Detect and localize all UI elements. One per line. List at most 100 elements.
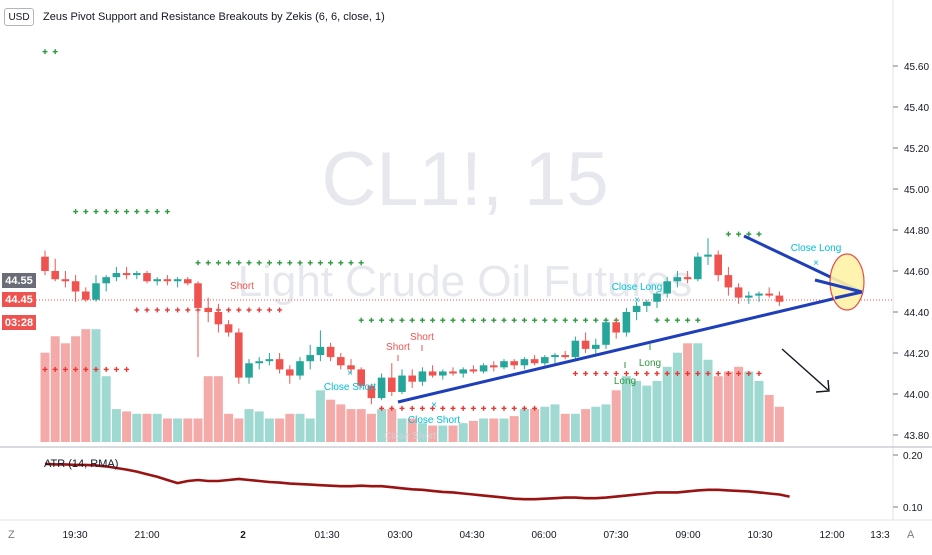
price-tick-label: 45.60 bbox=[904, 62, 929, 73]
candle-body bbox=[377, 377, 386, 399]
volume-bar bbox=[723, 371, 733, 442]
volume-bar bbox=[764, 395, 774, 442]
candle-body bbox=[510, 361, 518, 366]
volume-bar bbox=[509, 416, 519, 442]
volume-bar bbox=[611, 390, 621, 442]
candle-body bbox=[439, 371, 447, 376]
candle-body bbox=[612, 322, 620, 333]
volume-bar bbox=[60, 343, 70, 442]
price-tag-prev: 44.45 bbox=[2, 292, 36, 307]
candle-body bbox=[51, 271, 59, 280]
volume-bar bbox=[142, 413, 152, 442]
candle-body bbox=[734, 287, 743, 298]
volume-bar bbox=[234, 418, 244, 442]
volume-bar bbox=[693, 343, 703, 442]
signal-close-long-2-x: × bbox=[813, 258, 819, 269]
candle-body bbox=[173, 279, 182, 282]
signal-close-short-2: Close Short bbox=[408, 415, 460, 426]
candle-body bbox=[388, 377, 396, 392]
price-tick-label: 45.00 bbox=[904, 185, 929, 196]
volume-bar bbox=[162, 418, 172, 442]
volume-bar bbox=[132, 413, 142, 442]
volume-bar bbox=[499, 418, 509, 442]
indicator-title[interactable]: Zeus Pivot Support and Resistance Breako… bbox=[43, 11, 385, 23]
candle-body bbox=[224, 324, 233, 333]
volume-bar bbox=[101, 376, 111, 442]
candle-body bbox=[61, 279, 70, 282]
apex-line bbox=[834, 290, 863, 300]
price-tick-label: 45.40 bbox=[904, 103, 929, 114]
candle-body bbox=[449, 371, 457, 374]
candle-body bbox=[704, 254, 712, 257]
candle-body bbox=[204, 307, 212, 312]
volume-bar bbox=[366, 413, 376, 442]
atr-title[interactable]: ATR (14, RMA) bbox=[44, 458, 119, 470]
candle-body bbox=[326, 346, 335, 358]
currency-button[interactable]: USD bbox=[4, 8, 34, 26]
volume-bar bbox=[40, 352, 50, 442]
volume-bar bbox=[570, 413, 580, 442]
candle-body bbox=[775, 295, 784, 302]
candle-body bbox=[296, 361, 304, 376]
time-axis[interactable]: 19:30 21:00 2 01:30 03:00 04:30 06:00 07:30 09:0… bbox=[62, 530, 890, 541]
candle-body bbox=[41, 256, 49, 271]
volume-bar bbox=[183, 418, 193, 442]
volume-bar bbox=[264, 418, 274, 442]
auto-scale-button[interactable]: A bbox=[907, 529, 915, 541]
volume-bar bbox=[111, 409, 121, 442]
candle-body bbox=[286, 369, 294, 376]
volume-bar bbox=[407, 418, 417, 442]
signal-long-2: Long bbox=[639, 358, 661, 369]
price-tick-label: 44.60 bbox=[904, 267, 929, 278]
candle-body bbox=[632, 305, 641, 312]
atr-tick-2: 0.10 bbox=[903, 503, 923, 514]
candle-body bbox=[214, 312, 223, 325]
volume-bar bbox=[50, 336, 60, 442]
candle-body bbox=[265, 359, 274, 362]
volume-bars bbox=[40, 329, 784, 442]
volume-bar bbox=[774, 406, 784, 442]
volume-bar bbox=[754, 380, 764, 442]
volume-bar bbox=[479, 418, 489, 442]
time-tick-label: 07:30 bbox=[603, 530, 628, 541]
apex-highlight[interactable] bbox=[829, 253, 865, 311]
candle-body bbox=[673, 277, 682, 282]
candle-body bbox=[163, 279, 172, 282]
trendline-support[interactable] bbox=[397, 290, 863, 404]
volume-bar bbox=[275, 418, 285, 442]
candle-body bbox=[500, 361, 508, 368]
atr-axis[interactable]: 0.20 0.10 bbox=[893, 451, 923, 514]
candle-body bbox=[541, 357, 549, 364]
volume-bar bbox=[203, 376, 213, 442]
candle-body bbox=[653, 293, 661, 302]
candle-body bbox=[520, 359, 529, 366]
signal-close-short-1-x: × bbox=[347, 368, 353, 379]
candle-body bbox=[663, 281, 671, 294]
candle-body bbox=[765, 293, 773, 296]
apex-line2 bbox=[814, 278, 863, 294]
candle-body bbox=[275, 359, 284, 370]
signal-short-3: Short bbox=[410, 332, 434, 343]
candle-body bbox=[755, 293, 763, 296]
candle-body bbox=[622, 312, 631, 333]
bar-countdown: 03:28 bbox=[2, 315, 36, 330]
volume-bar bbox=[346, 409, 356, 442]
candle-body bbox=[571, 340, 580, 358]
watermark-symbol: CL1!, 15 bbox=[321, 137, 608, 222]
candle-body bbox=[133, 273, 141, 276]
volume-bar bbox=[397, 418, 407, 442]
candle-body bbox=[581, 340, 590, 349]
time-axis-left-button[interactable]: Z bbox=[8, 529, 15, 541]
price-axis[interactable]: 45.60 45.40 45.20 45.00 44.80 44.60 44.40 44.20… bbox=[893, 62, 929, 442]
candle-body bbox=[469, 369, 478, 372]
arrow-drawing[interactable] bbox=[781, 348, 830, 393]
candle-body bbox=[143, 273, 151, 282]
watermark-name: Light Crude Oil Futures bbox=[238, 257, 693, 306]
candle-body bbox=[82, 291, 90, 300]
svg-text:44.55: 44.55 bbox=[5, 275, 33, 287]
volume-bar bbox=[632, 380, 642, 442]
price-tick-label: 45.20 bbox=[904, 144, 929, 155]
volume-bar bbox=[81, 329, 91, 442]
